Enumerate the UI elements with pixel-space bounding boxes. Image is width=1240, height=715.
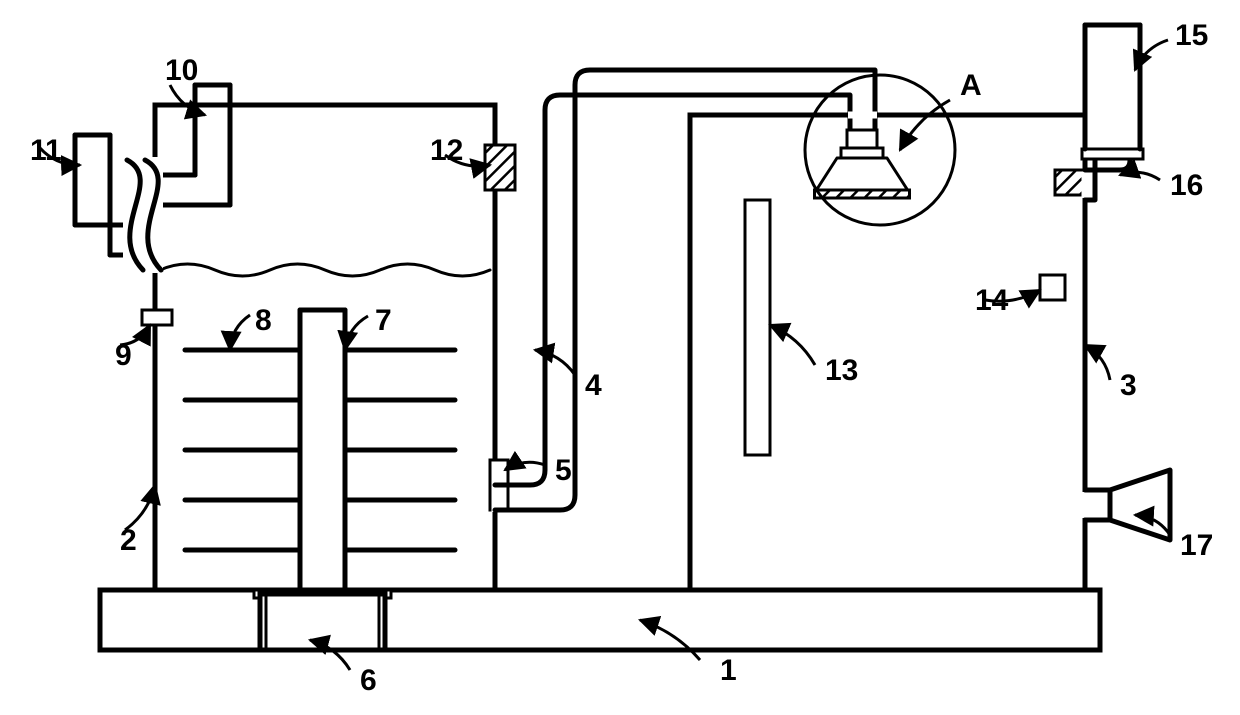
drawing-layer xyxy=(75,25,1170,650)
callout-16: 16 xyxy=(1120,169,1203,202)
diagram-canvas: A1234567891011121314151617 xyxy=(0,0,1240,715)
callout-label-6: 6 xyxy=(360,664,377,697)
callout-label-3: 3 xyxy=(1120,369,1137,402)
callout-label-15: 15 xyxy=(1175,19,1208,52)
callout-label-8: 8 xyxy=(255,304,272,337)
callout-label-17: 17 xyxy=(1180,529,1213,562)
callout-label-10: 10 xyxy=(165,54,198,87)
callout-9: 9 xyxy=(115,325,150,372)
callout-label-12: 12 xyxy=(430,134,463,167)
callout-label-1: 1 xyxy=(720,654,737,687)
callout-label-11: 11 xyxy=(30,134,62,167)
callout-3: 3 xyxy=(1085,345,1137,402)
callout-label-7: 7 xyxy=(375,304,392,337)
callout-label-13: 13 xyxy=(825,354,858,387)
callout-label-4: 4 xyxy=(585,369,602,402)
callout-2: 2 xyxy=(120,485,155,557)
callout-label-16: 16 xyxy=(1170,169,1203,202)
callout-label-14: 14 xyxy=(975,284,1009,317)
callout-15: 15 xyxy=(1135,19,1208,70)
callout-label-9: 9 xyxy=(115,339,132,372)
callout-label-A: A xyxy=(960,69,982,102)
callout-label-5: 5 xyxy=(555,454,572,487)
callout-label-2: 2 xyxy=(120,524,137,557)
